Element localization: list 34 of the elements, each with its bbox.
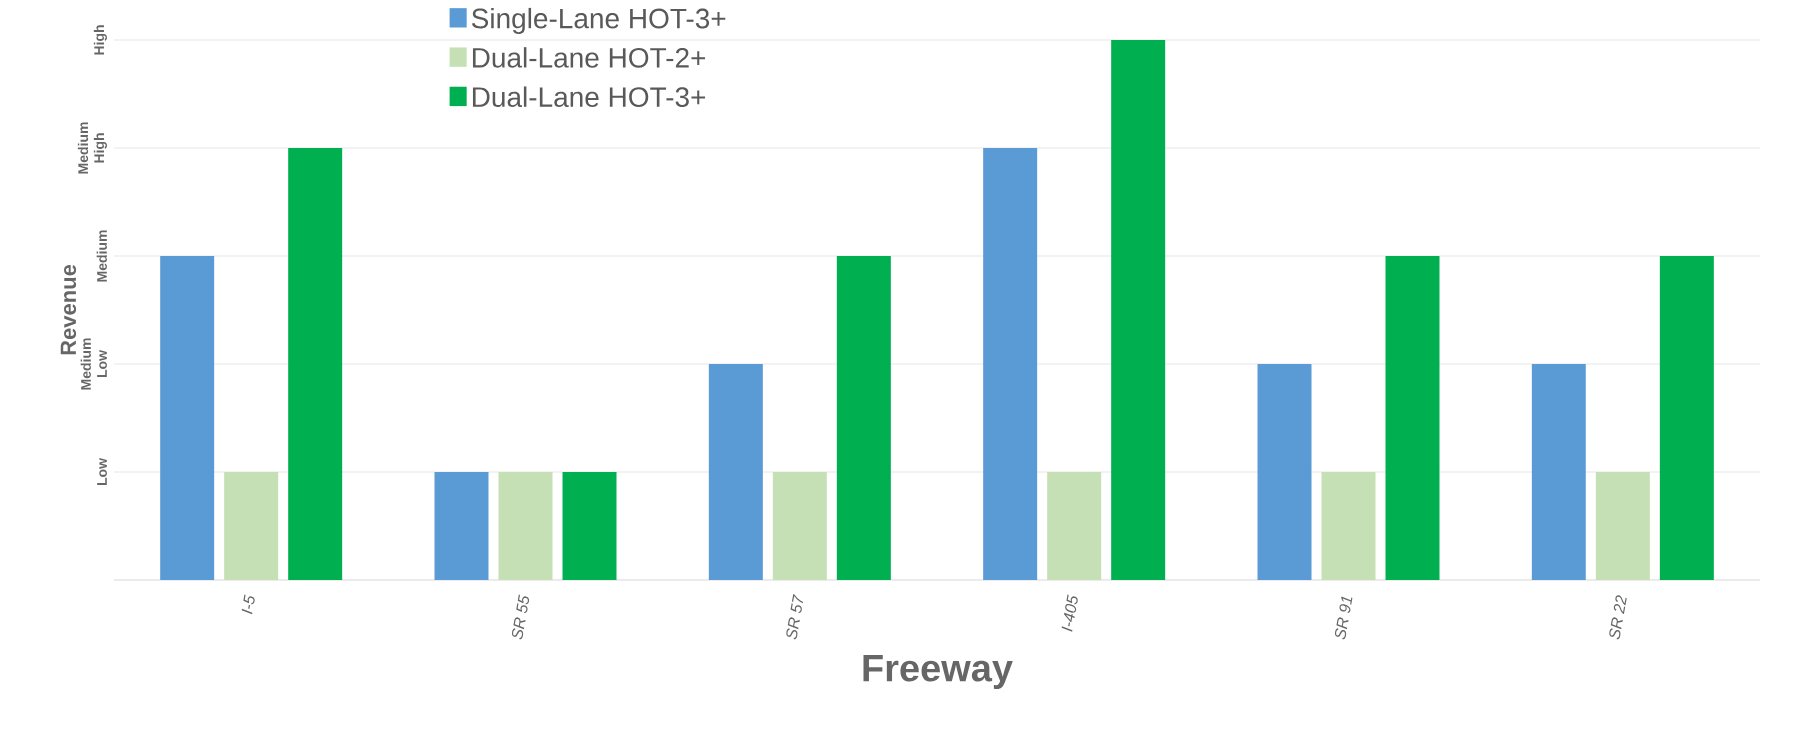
x-tick-label: I-5 [241, 594, 255, 615]
bar [288, 147, 343, 580]
bar [1659, 255, 1714, 580]
x-tick-label: SR 91 [1334, 596, 1353, 640]
x-tick-label: SR 55 [511, 594, 530, 640]
text: Low [97, 457, 107, 486]
x-tick-label: I-405 [1061, 594, 1078, 632]
bar [772, 471, 827, 580]
bar [498, 471, 553, 580]
text: Medium [96, 230, 107, 282]
text: Medium High [77, 122, 107, 174]
x-axis-title: Freeway [863, 655, 1013, 690]
legend-label: Dual-Lane HOT-2+ [472, 47, 706, 68]
bar [1595, 471, 1650, 580]
bar [1531, 363, 1586, 580]
bar [708, 363, 763, 580]
bar [1257, 363, 1312, 580]
bar [562, 471, 617, 580]
bar [434, 471, 489, 580]
legend-label: Dual-Lane HOT-3+ [472, 86, 706, 108]
bar [1385, 255, 1440, 580]
bar [983, 147, 1038, 580]
text: High [93, 25, 107, 55]
legend-label: Single-Lane HOT-3+ [471, 7, 726, 34]
bar [160, 255, 215, 580]
bar [1111, 39, 1166, 580]
y-axis-title: Revenue [60, 264, 77, 355]
bar [1047, 471, 1102, 580]
x-tick-label: SR 57 [786, 594, 804, 640]
bar [836, 255, 891, 580]
text: Medium Low [80, 338, 107, 390]
bar [1321, 471, 1376, 580]
bar [224, 471, 279, 580]
x-tick-label: SR 22 [1609, 595, 1627, 640]
